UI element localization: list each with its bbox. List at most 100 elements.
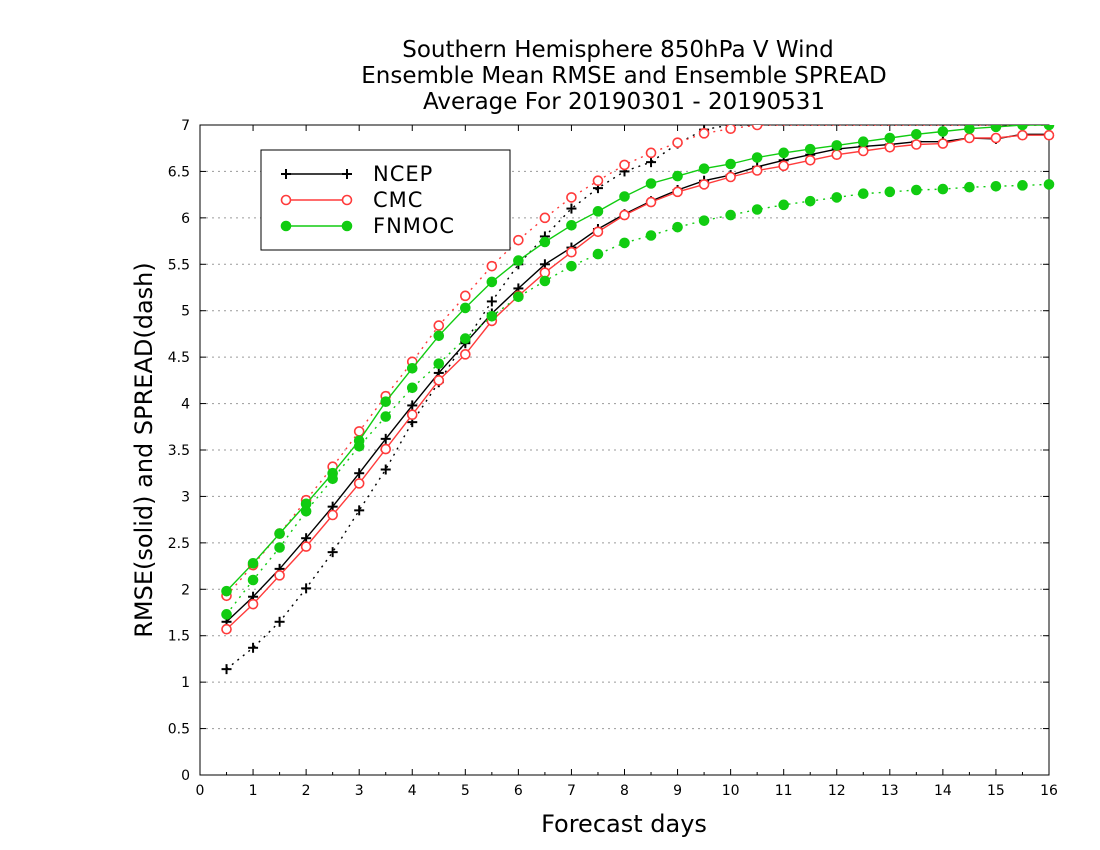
title-line-1: Southern Hemisphere 850hPa V Wind bbox=[402, 37, 833, 63]
cmc-rmse-point bbox=[857, 145, 869, 157]
fnmoc-rmse-point bbox=[990, 125, 1002, 133]
legend-label: NCEP bbox=[373, 162, 433, 186]
legend-item-fnmoc: FNMOC bbox=[280, 214, 455, 238]
x-tick-label: 16 bbox=[1040, 783, 1058, 799]
x-tick-label: 12 bbox=[828, 783, 846, 799]
legend-marker-right bbox=[342, 169, 352, 179]
cmc-rmse-point bbox=[353, 478, 365, 489]
fnmoc-spread-point bbox=[1043, 179, 1055, 190]
fnmoc-rmse-point bbox=[884, 132, 896, 144]
fnmoc-rmse-point bbox=[804, 143, 816, 155]
cmc-spread-point bbox=[566, 192, 577, 203]
x-tick-label: 6 bbox=[514, 783, 523, 799]
cmc-rmse-point bbox=[300, 541, 312, 552]
legend-label: FNMOC bbox=[373, 214, 455, 238]
x-axis: 0 1 2 3 4 5 6 7 8 9 10 11 12 13 14 15 16 bbox=[196, 125, 1058, 799]
fnmoc-spread-point bbox=[751, 204, 763, 215]
fnmoc-spread-point bbox=[592, 248, 604, 260]
fnmoc-spread-point bbox=[353, 440, 365, 452]
x-axis-label: Forecast days bbox=[541, 810, 707, 838]
legend-marker-right bbox=[341, 220, 353, 232]
y-tick-label: 5.5 bbox=[168, 257, 190, 273]
fnmoc-rmse-point bbox=[1017, 125, 1028, 131]
cmc-rmse-point bbox=[964, 132, 975, 144]
cmc-spread-point bbox=[353, 426, 365, 437]
y-tick-label: 2 bbox=[181, 582, 190, 598]
fnmoc-rmse-point bbox=[672, 170, 683, 182]
fnmoc-spread-point bbox=[247, 574, 259, 586]
fnmoc-rmse-point bbox=[937, 126, 949, 137]
fnmoc-rmse-point bbox=[433, 330, 445, 342]
cmc-rmse-point bbox=[937, 138, 949, 149]
fnmoc-spread-point bbox=[964, 181, 975, 193]
title-line-3: Average For 20190301 - 20190531 bbox=[423, 89, 825, 115]
fnmoc-spread-point bbox=[539, 275, 551, 287]
fnmoc-spread-point bbox=[300, 505, 312, 517]
ncep-spread-point bbox=[354, 505, 365, 516]
fnmoc-rmse-point bbox=[645, 178, 657, 189]
cmc-spread-point bbox=[619, 159, 630, 171]
fnmoc-rmse-point bbox=[725, 158, 736, 170]
x-tick-label: 13 bbox=[881, 783, 899, 799]
fnmoc-spread-point bbox=[672, 221, 683, 233]
cmc-rmse-point bbox=[911, 139, 922, 150]
x-tick-label: 0 bbox=[196, 783, 205, 799]
fnmoc-rmse-point bbox=[566, 219, 577, 231]
fnmoc-spread-point bbox=[857, 188, 869, 200]
cmc-rmse-point bbox=[274, 570, 285, 581]
y-tick-label: 3 bbox=[181, 489, 190, 505]
legend-marker-left bbox=[280, 220, 292, 232]
fnmoc-rmse-point bbox=[406, 362, 418, 374]
fnmoc-rmse-point bbox=[247, 557, 259, 569]
ncep-spread-point bbox=[274, 616, 285, 627]
y-tick-label: 4 bbox=[181, 397, 190, 413]
fnmoc-rmse-point bbox=[592, 206, 604, 217]
chart-title: Southern Hemisphere 850hPa V Wind Ensemb… bbox=[361, 37, 886, 115]
cmc-spread-point bbox=[751, 125, 763, 131]
cmc-rmse-point bbox=[698, 179, 710, 190]
ncep-spread-point bbox=[248, 642, 259, 653]
cmc-rmse-point bbox=[566, 246, 577, 258]
fnmoc-rmse-point bbox=[539, 236, 551, 248]
cmc-rmse-point bbox=[884, 141, 896, 153]
fnmoc-rmse-point bbox=[1043, 125, 1055, 131]
x-tick-label: 14 bbox=[934, 783, 952, 799]
cmc-rmse-point bbox=[406, 409, 418, 421]
ncep-spread-point bbox=[646, 157, 657, 168]
x-tick-label: 10 bbox=[722, 783, 740, 799]
legend-marker-left bbox=[281, 169, 291, 179]
cmc-rmse-point bbox=[380, 443, 392, 455]
fnmoc-rmse-point bbox=[698, 163, 710, 174]
cmc-rmse-point bbox=[645, 196, 657, 208]
cmc-rmse-point bbox=[1017, 129, 1028, 141]
fnmoc-spread-point bbox=[566, 260, 577, 272]
y-tick-label: 1.5 bbox=[168, 629, 190, 645]
legend-marker-right bbox=[341, 194, 353, 206]
legend-label: CMC bbox=[373, 188, 423, 212]
cmc-rmse-point bbox=[460, 349, 471, 360]
fnmoc-spread-point bbox=[460, 333, 471, 344]
fnmoc-spread-point bbox=[380, 411, 392, 422]
ncep-spread-point bbox=[301, 583, 312, 594]
fnmoc-spread-point bbox=[513, 291, 524, 303]
fnmoc-spread-point bbox=[433, 358, 445, 369]
legend-item-cmc: CMC bbox=[280, 188, 423, 212]
cmc-spread-point bbox=[433, 320, 445, 331]
fnmoc-spread-point bbox=[645, 230, 657, 241]
ncep-rmse-point bbox=[354, 468, 365, 479]
x-tick-label: 15 bbox=[987, 783, 1005, 799]
fnmoc-spread-point bbox=[831, 192, 843, 203]
y-tick-label: 0 bbox=[181, 768, 190, 784]
fnmoc-rmse-point bbox=[831, 140, 843, 151]
fnmoc-rmse-point bbox=[221, 585, 232, 597]
x-tick-label: 4 bbox=[408, 783, 417, 799]
y-tick-label: 0.5 bbox=[168, 722, 190, 738]
cmc-spread-point bbox=[645, 147, 657, 159]
fnmoc-rmse-point bbox=[380, 396, 392, 408]
ncep-rmse-point bbox=[380, 433, 391, 444]
fnmoc-spread-point bbox=[778, 199, 789, 211]
y-tick-label: 3.5 bbox=[168, 443, 190, 459]
fnmoc-spread-point bbox=[486, 310, 498, 322]
